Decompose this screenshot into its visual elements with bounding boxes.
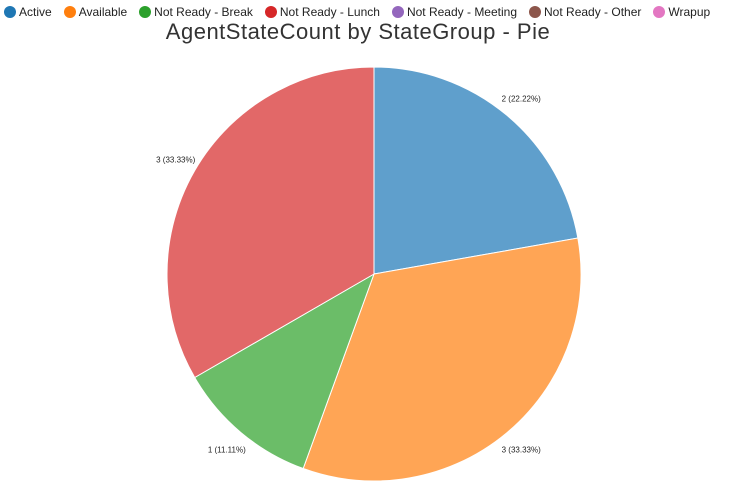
slice-data-label: 3 (33.33%) <box>502 445 541 454</box>
pie-slice-not-ready-break[interactable] <box>194 272 375 470</box>
legend-item-active[interactable]: Active <box>4 5 52 19</box>
legend-label: Wrapup <box>668 5 711 19</box>
pie-slice-active[interactable] <box>373 66 579 275</box>
legend-label: Active <box>19 5 52 19</box>
legend-label: Not Ready - Lunch <box>279 5 380 19</box>
legend-dot-icon <box>4 6 16 18</box>
pie-slice-not-ready-lunch[interactable] <box>166 66 375 379</box>
chart-title: AgentStateCount by StateGroup - Pie <box>165 19 551 44</box>
legend-item-not-ready-other[interactable]: Not Ready - Other <box>529 5 641 19</box>
legend-label: Available <box>78 5 128 19</box>
legend-item-not-ready-break[interactable]: Not Ready - Break <box>139 5 253 19</box>
slice-data-label: 2 (22.22%) <box>502 95 541 104</box>
legend-dot-icon <box>529 6 542 18</box>
legend-item-not-ready-meeting[interactable]: Not Ready - Meeting <box>391 5 518 19</box>
legend-item-wrapup[interactable]: Wrapup <box>653 5 710 19</box>
legend-dot-icon <box>63 6 76 18</box>
legend-item-not-ready-lunch[interactable]: Not Ready - Lunch <box>264 5 380 19</box>
pie-slice-available[interactable] <box>302 237 582 482</box>
legend-item-available[interactable]: Available <box>63 5 128 19</box>
legend-label: Not Ready - Other <box>544 5 642 19</box>
legend-dot-icon <box>264 6 277 18</box>
slice-data-label: 3 (33.33%) <box>156 156 195 165</box>
chart-legend: Active Available Not Ready - Break Not Read… <box>4 3 710 21</box>
legend-label: Not Ready - Break <box>154 5 253 19</box>
slice-data-label: 1 (11.11%) <box>208 445 246 454</box>
legend-dot-icon <box>653 6 666 18</box>
legend-dot-icon <box>139 6 152 18</box>
legend-dot-icon <box>391 6 404 18</box>
legend-label: Not Ready - Meeting <box>406 5 518 19</box>
